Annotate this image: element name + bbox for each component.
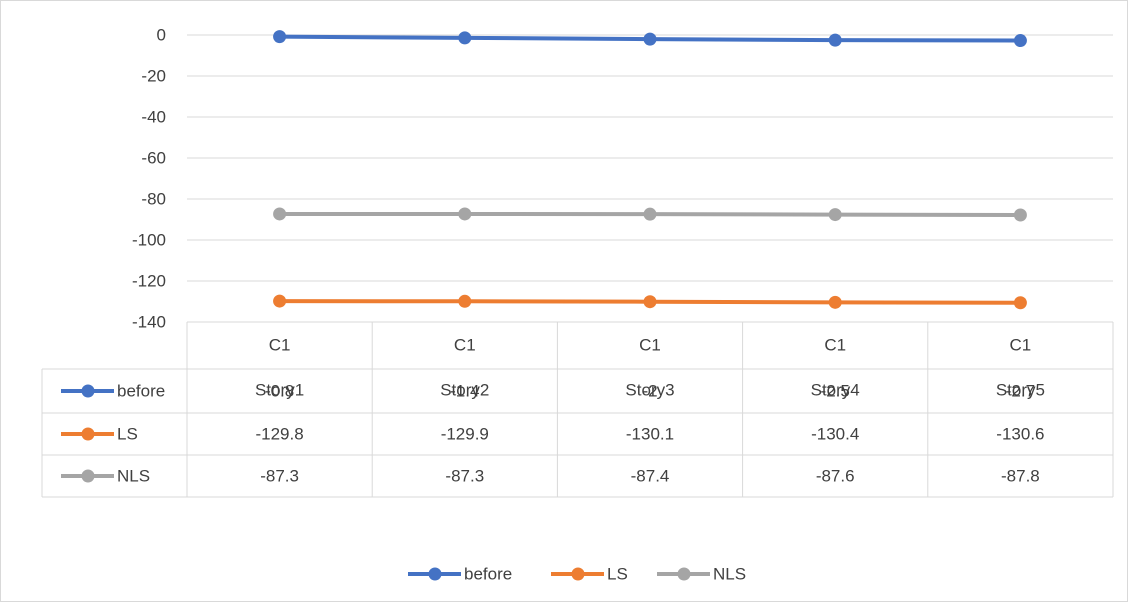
legend: before LS NLS: [408, 565, 746, 584]
table-value: -87.3: [260, 467, 299, 486]
table-value: -87.3: [445, 467, 484, 486]
table-series-name: NLS: [117, 467, 150, 486]
legend-key-marker: [428, 567, 442, 581]
table-series-name: LS: [117, 425, 138, 444]
table-value: -87.6: [816, 467, 855, 486]
table-value: -129.8: [255, 425, 303, 444]
table-value: -1.4: [450, 382, 479, 401]
table-value: -87.4: [631, 467, 670, 486]
table-value: -130.4: [811, 425, 859, 444]
y-axis-ticks: 0 -20 -40 -60 -80 -100 -120 -140: [132, 26, 166, 332]
table-value: -2.5: [821, 382, 850, 401]
category-label-bottom: Story1: [255, 381, 304, 400]
y-tick-label: -140: [132, 313, 166, 332]
category-label-top: C1: [1010, 336, 1032, 355]
y-tick-label: -100: [132, 231, 166, 250]
gridlines: [187, 34, 1113, 282]
table-series-name: before: [117, 382, 165, 401]
table-key-marker: [81, 469, 95, 483]
table-value: -87.8: [1001, 467, 1040, 486]
legend-label: before: [464, 565, 512, 584]
data-table: C1 Story1 C1 Story2 C1 Story3 C1 Story4 C1 Story5…: [41, 321, 1114, 498]
category-label-top: C1: [454, 336, 476, 355]
y-tick-label: -120: [132, 272, 166, 291]
legend-label: LS: [607, 565, 628, 584]
legend-label: NLS: [713, 565, 746, 584]
category-label-bottom: Story4: [811, 381, 860, 400]
table-value: -129.9: [441, 425, 489, 444]
data-point: [828, 33, 842, 47]
category-label-bottom: Story2: [440, 381, 489, 400]
table-value: -130.1: [626, 425, 674, 444]
data-point: [458, 294, 472, 308]
table-key-marker: [81, 384, 95, 398]
legend-key-marker: [571, 567, 585, 581]
category-label-top: C1: [639, 336, 661, 355]
data-point: [458, 207, 472, 221]
y-tick-label: -40: [141, 108, 166, 127]
category-label-top: C1: [824, 336, 846, 355]
data-point: [643, 207, 657, 221]
table-value: -130.6: [996, 425, 1044, 444]
data-point: [828, 208, 842, 222]
data-point: [643, 295, 657, 309]
data-point: [828, 295, 842, 309]
table-key-marker: [81, 427, 95, 441]
table-value: -2: [642, 382, 657, 401]
category-label-bottom: Story5: [996, 381, 1045, 400]
table-value: -0.8: [265, 382, 294, 401]
data-point: [1013, 34, 1027, 48]
data-point: [273, 207, 287, 221]
y-tick-label: -20: [141, 67, 166, 86]
category-label-bottom: Story3: [625, 381, 674, 400]
series-lines: [273, 30, 1027, 310]
category-label-top: C1: [269, 336, 291, 355]
y-tick-label: -80: [141, 190, 166, 209]
data-point: [273, 294, 287, 308]
table-value: -2.7: [1006, 382, 1035, 401]
data-point: [643, 32, 657, 46]
legend-key-marker: [677, 567, 691, 581]
data-point: [1013, 208, 1027, 222]
data-point: [273, 30, 287, 44]
data-point: [458, 31, 472, 45]
data-point: [1013, 296, 1027, 310]
y-tick-label: -60: [141, 149, 166, 168]
y-tick-label: 0: [157, 26, 166, 45]
